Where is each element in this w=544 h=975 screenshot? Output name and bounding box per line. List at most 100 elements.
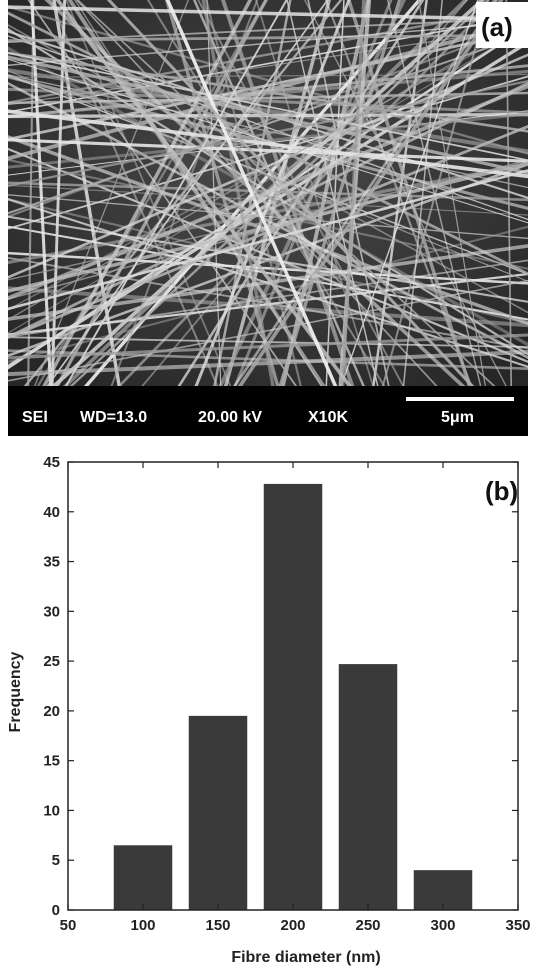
nanofiber bbox=[8, 69, 528, 118]
nanofiber bbox=[76, 0, 517, 407]
nanofiber bbox=[103, 0, 259, 407]
nanofiber bbox=[8, 52, 528, 162]
nanofiber bbox=[165, 0, 346, 407]
y-tick-label: 35 bbox=[43, 554, 60, 571]
nanofiber bbox=[8, 194, 528, 240]
nanofiber bbox=[255, 0, 380, 407]
fibre-diameter-histogram: 50 100 150 200 250 300 350 0 5 10 15 20 25 30 35 40 45 (… bbox=[7, 454, 531, 966]
nanofiber bbox=[8, 162, 528, 265]
nanofiber bbox=[8, 84, 528, 301]
plot-area: 50 100 150 200 250 300 350 0 5 10 15 20 25 30 35 40 45 bbox=[43, 454, 530, 934]
histogram-bar bbox=[188, 715, 248, 910]
nanofiber bbox=[218, 0, 331, 407]
nanofiber bbox=[8, 5, 528, 22]
nanofiber bbox=[26, 0, 35, 407]
nanofiber bbox=[8, 26, 528, 106]
nanofiber bbox=[186, 0, 351, 407]
nanofiber bbox=[205, 0, 307, 407]
nanofiber bbox=[44, 0, 486, 408]
nanofiber bbox=[225, 0, 393, 407]
nanofiber bbox=[8, 19, 528, 161]
nanofiber bbox=[31, 0, 253, 407]
nanofiber bbox=[8, 22, 528, 218]
nanofiber bbox=[8, 73, 528, 78]
nanofiber bbox=[8, 79, 528, 187]
nanofiber bbox=[8, 53, 528, 279]
x-tick-label: 250 bbox=[355, 917, 380, 934]
nanofiber bbox=[304, 0, 518, 407]
panel-label-a: (a) bbox=[481, 12, 513, 42]
nanofiber bbox=[224, 0, 504, 408]
nanofiber bbox=[25, 0, 268, 407]
sem-scale-bar-label: 5μm bbox=[441, 409, 474, 426]
nanofiber bbox=[8, 51, 528, 133]
nanofiber bbox=[8, 35, 528, 221]
y-tick-label: 0 bbox=[52, 902, 60, 919]
nanofiber bbox=[53, 0, 288, 407]
nanofiber-network bbox=[8, 0, 528, 408]
y-tick-label: 15 bbox=[43, 753, 60, 770]
y-tick-label: 10 bbox=[43, 802, 60, 819]
nanofiber bbox=[8, 138, 528, 163]
nanofiber bbox=[276, 0, 371, 407]
nanofiber bbox=[75, 0, 456, 407]
histogram-bar bbox=[113, 845, 173, 910]
nanofiber bbox=[8, 158, 528, 270]
x-tick-label: 150 bbox=[205, 917, 230, 934]
x-tick-label: 300 bbox=[430, 917, 455, 934]
nanofiber bbox=[339, 0, 366, 407]
sem-scale-bar bbox=[406, 397, 514, 401]
nanofiber bbox=[30, 0, 54, 407]
nanofiber bbox=[165, 0, 425, 407]
nanofiber bbox=[8, 225, 528, 321]
sem-micrograph: (a) SEI WD=13.0 20.00 kV X10K 5μm bbox=[8, 0, 528, 436]
nanofiber bbox=[333, 0, 479, 407]
nanofiber bbox=[219, 0, 499, 407]
sem-working-distance: WD=13.0 bbox=[80, 409, 147, 426]
sem-voltage: 20.00 kV bbox=[198, 409, 262, 426]
nanofiber bbox=[8, 46, 528, 347]
y-tick-label: 30 bbox=[43, 603, 60, 620]
y-tick-label: 25 bbox=[43, 653, 60, 670]
x-tick-label: 50 bbox=[60, 917, 77, 934]
nanofiber bbox=[8, 87, 528, 115]
y-tick-label: 45 bbox=[43, 454, 60, 471]
nanofiber bbox=[8, 169, 528, 311]
nanofiber bbox=[8, 91, 528, 105]
nanofiber bbox=[8, 244, 528, 321]
panel-label-b: (b) bbox=[485, 476, 518, 506]
nanofiber bbox=[220, 0, 361, 407]
y-tick-label: 5 bbox=[52, 852, 60, 869]
nanofiber bbox=[8, 29, 528, 141]
y-tick-label: 20 bbox=[43, 703, 60, 720]
x-tick-label: 100 bbox=[130, 917, 155, 934]
sem-label-box bbox=[476, 2, 528, 48]
nanofiber bbox=[98, 0, 497, 407]
nanofiber bbox=[8, 333, 528, 360]
nanofiber bbox=[272, 0, 402, 407]
histogram-bar bbox=[263, 483, 323, 910]
histogram-bar bbox=[413, 870, 473, 910]
x-tick-label: 200 bbox=[280, 917, 305, 934]
y-tick-label: 40 bbox=[43, 504, 60, 521]
x-tick-label: 350 bbox=[505, 917, 530, 934]
nanofiber bbox=[32, 0, 329, 407]
nanofiber bbox=[8, 215, 528, 303]
nanofiber bbox=[8, 74, 528, 275]
sem-mode-label: SEI bbox=[22, 409, 48, 426]
nanofiber bbox=[8, 279, 528, 382]
nanofiber bbox=[106, 0, 493, 408]
nanofiber bbox=[8, 161, 528, 281]
x-axis-title: Fibre diameter (nm) bbox=[231, 949, 380, 966]
plot-frame bbox=[67, 461, 519, 911]
nanofiber bbox=[50, 0, 67, 407]
sem-micrograph-panel: (a) SEI WD=13.0 20.00 kV X10K 5μm bbox=[8, 0, 528, 436]
y-axis-title: Frequency bbox=[7, 651, 24, 732]
nanofiber bbox=[8, 58, 528, 224]
nanofiber bbox=[48, 0, 490, 407]
nanofiber bbox=[418, 0, 490, 407]
nanofiber bbox=[8, 5, 528, 155]
sem-magnification: X10K bbox=[308, 409, 348, 426]
nanofiber bbox=[8, 32, 528, 215]
